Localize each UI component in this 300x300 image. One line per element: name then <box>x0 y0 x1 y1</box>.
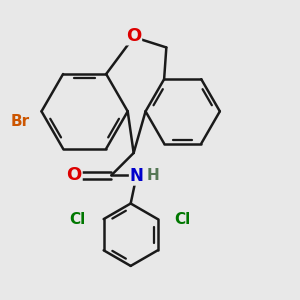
Text: Cl: Cl <box>69 212 85 227</box>
Text: Br: Br <box>10 114 29 129</box>
Text: H: H <box>147 168 159 183</box>
Text: H: H <box>147 168 159 183</box>
Text: O: O <box>126 27 141 45</box>
Text: O: O <box>67 166 82 184</box>
Text: N: N <box>130 167 144 185</box>
Text: Cl: Cl <box>175 212 191 227</box>
